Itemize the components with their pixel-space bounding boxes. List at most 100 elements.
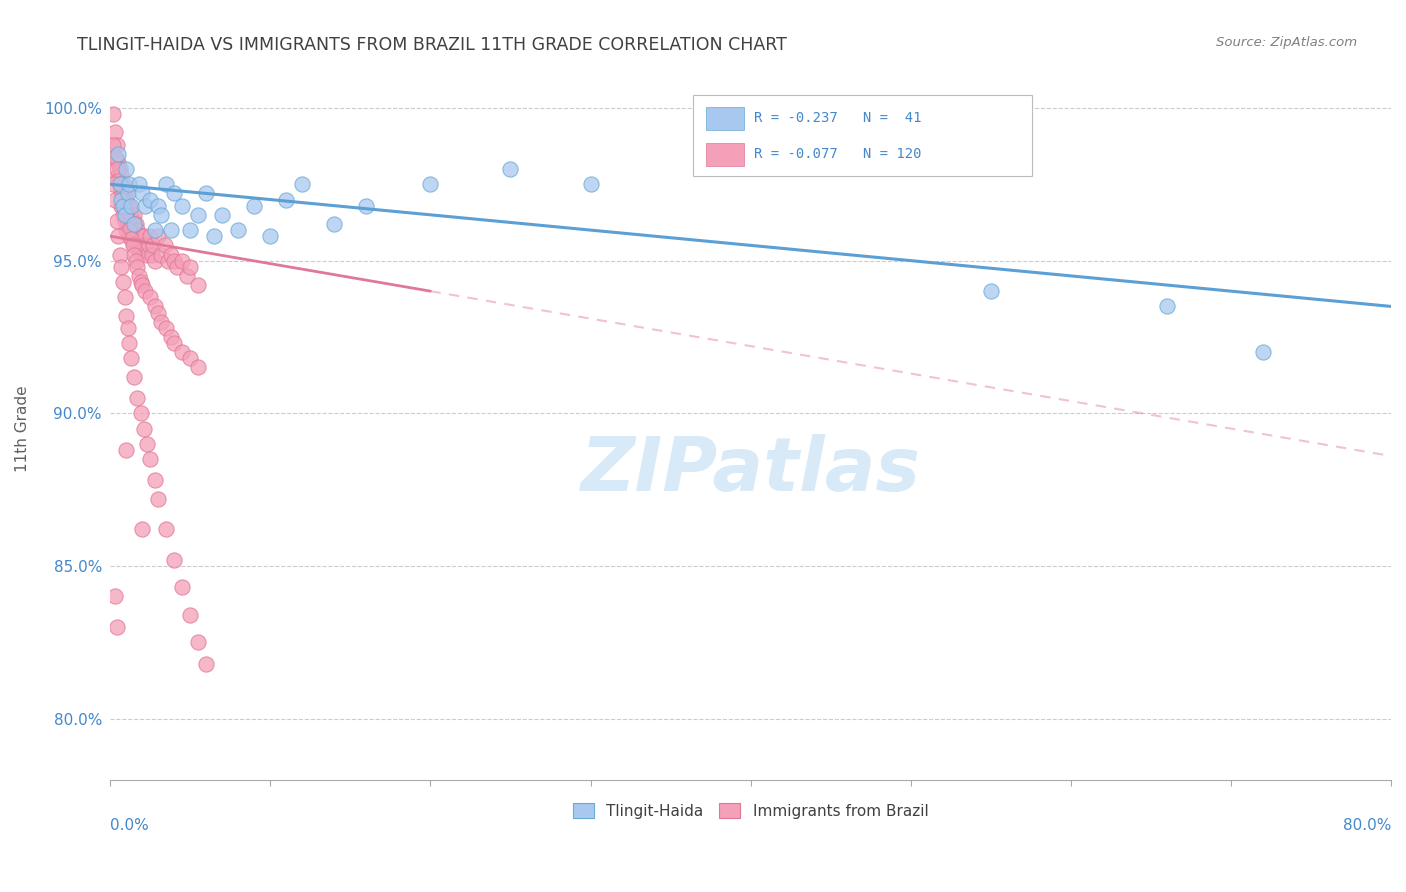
Point xyxy=(122,208,145,222)
Point xyxy=(104,150,127,164)
Point xyxy=(129,275,152,289)
Point xyxy=(112,178,135,192)
Point xyxy=(127,391,149,405)
Legend: Tlingit-Haida, Immigrants from Brazil: Tlingit-Haida, Immigrants from Brazil xyxy=(567,797,935,824)
Point xyxy=(163,186,186,201)
Point xyxy=(112,193,135,207)
Point xyxy=(105,153,128,167)
Point xyxy=(122,217,145,231)
Point xyxy=(107,146,129,161)
Text: TLINGIT-HAIDA VS IMMIGRANTS FROM BRAZIL 11TH GRADE CORRELATION CHART: TLINGIT-HAIDA VS IMMIGRANTS FROM BRAZIL … xyxy=(77,36,787,54)
Point xyxy=(259,229,281,244)
Point xyxy=(115,193,138,207)
Point xyxy=(107,168,129,182)
Point xyxy=(1251,345,1274,359)
Point xyxy=(125,229,148,244)
Point xyxy=(172,580,194,594)
Point xyxy=(143,474,166,488)
Point xyxy=(129,406,152,420)
Point xyxy=(108,178,131,192)
Point xyxy=(143,253,166,268)
Point xyxy=(120,232,142,246)
Point xyxy=(179,260,201,274)
Point xyxy=(187,208,209,222)
Point xyxy=(128,244,150,259)
Point xyxy=(103,178,125,192)
Text: R = -0.237   N =  41: R = -0.237 N = 41 xyxy=(755,112,922,125)
Point xyxy=(980,284,1002,298)
Point xyxy=(118,199,141,213)
Point xyxy=(187,635,209,649)
Point xyxy=(163,553,186,567)
Point xyxy=(105,137,128,152)
Text: R = -0.077   N = 120: R = -0.077 N = 120 xyxy=(755,147,922,161)
Point xyxy=(499,161,522,176)
Point xyxy=(117,214,139,228)
Point xyxy=(155,178,177,192)
Point xyxy=(143,300,166,314)
Point xyxy=(127,238,149,252)
Point xyxy=(108,161,131,176)
Point xyxy=(276,193,298,207)
Point xyxy=(139,290,162,304)
Point xyxy=(108,178,131,192)
Text: Source: ZipAtlas.com: Source: ZipAtlas.com xyxy=(1216,36,1357,49)
Point xyxy=(110,168,132,182)
Point xyxy=(128,229,150,244)
Point xyxy=(1156,300,1178,314)
Point xyxy=(121,229,143,244)
Point xyxy=(117,186,139,201)
Point xyxy=(122,369,145,384)
Point xyxy=(121,238,143,252)
Point xyxy=(115,442,138,457)
Point xyxy=(120,199,142,213)
Point xyxy=(139,452,162,467)
Point xyxy=(107,229,129,244)
Point xyxy=(820,131,842,145)
Point xyxy=(120,208,142,222)
Point xyxy=(122,238,145,252)
Point xyxy=(117,320,139,334)
Point xyxy=(118,336,141,351)
Point xyxy=(356,199,378,213)
Point xyxy=(172,345,194,359)
Point xyxy=(179,223,201,237)
Point xyxy=(125,253,148,268)
Point xyxy=(179,351,201,366)
Point xyxy=(166,260,188,274)
Point xyxy=(107,156,129,170)
Point xyxy=(110,260,132,274)
Point xyxy=(127,260,149,274)
FancyBboxPatch shape xyxy=(706,107,744,130)
Point xyxy=(131,522,153,536)
Point xyxy=(141,247,163,261)
Point xyxy=(136,247,159,261)
Point xyxy=(117,214,139,228)
Point xyxy=(131,186,153,201)
Point xyxy=(112,208,135,222)
Point xyxy=(226,223,249,237)
Point xyxy=(117,199,139,213)
Point xyxy=(118,178,141,192)
Point xyxy=(110,193,132,207)
Point xyxy=(132,421,155,435)
Point xyxy=(156,253,179,268)
Point xyxy=(134,199,156,213)
Point xyxy=(105,620,128,634)
FancyBboxPatch shape xyxy=(693,95,1032,176)
Point xyxy=(105,214,128,228)
Point xyxy=(195,186,218,201)
Point xyxy=(114,199,136,213)
Point xyxy=(122,247,145,261)
Point xyxy=(125,217,148,231)
Point xyxy=(179,607,201,622)
Point xyxy=(134,284,156,298)
Point xyxy=(118,223,141,237)
Point xyxy=(195,657,218,671)
Point xyxy=(579,178,602,192)
Point xyxy=(172,199,194,213)
Point xyxy=(187,360,209,375)
Point xyxy=(160,330,183,344)
Point xyxy=(202,229,225,244)
Point xyxy=(136,437,159,451)
